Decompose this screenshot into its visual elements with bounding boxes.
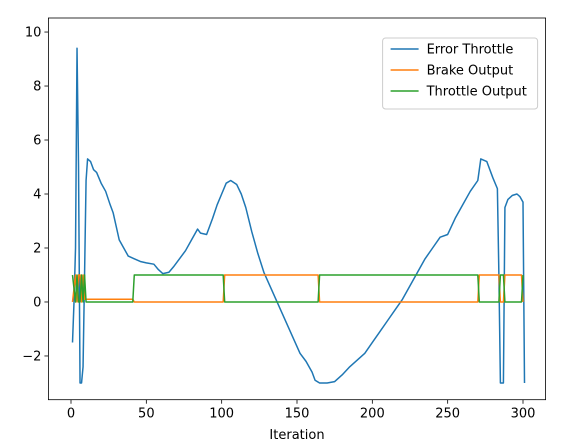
y-tick-label: 8: [33, 80, 41, 95]
x-tick-label: 250: [435, 407, 460, 422]
axes-frame: [48, 17, 547, 401]
x-axis-label: Iteration: [269, 428, 324, 443]
legend-label: Error Throttle: [427, 43, 514, 58]
x-tick-label: 50: [138, 407, 155, 422]
y-tick-label: 0: [33, 295, 41, 310]
y-tick-label: 4: [33, 188, 41, 203]
x-tick-label: 300: [511, 407, 536, 422]
x-tick-label: 100: [209, 407, 234, 422]
y-tick-label: −2: [22, 349, 41, 364]
series-line: [71, 274, 524, 303]
legend: Error Throttle Brake Output Throttle Outpu…: [382, 37, 539, 110]
x-tick-label: 200: [360, 407, 385, 422]
y-tick-label: 2: [33, 241, 41, 256]
legend-box: [382, 37, 539, 110]
legend-label: Brake Output: [427, 64, 514, 79]
x-tick-label: 0: [67, 407, 75, 422]
series-line: [71, 47, 526, 384]
x-tick-label: 150: [285, 407, 310, 422]
y-tick-label: 10: [25, 26, 42, 41]
series-line: [71, 274, 524, 303]
y-tick-label: 6: [33, 134, 41, 149]
legend-label: Throttle Output: [426, 85, 527, 100]
